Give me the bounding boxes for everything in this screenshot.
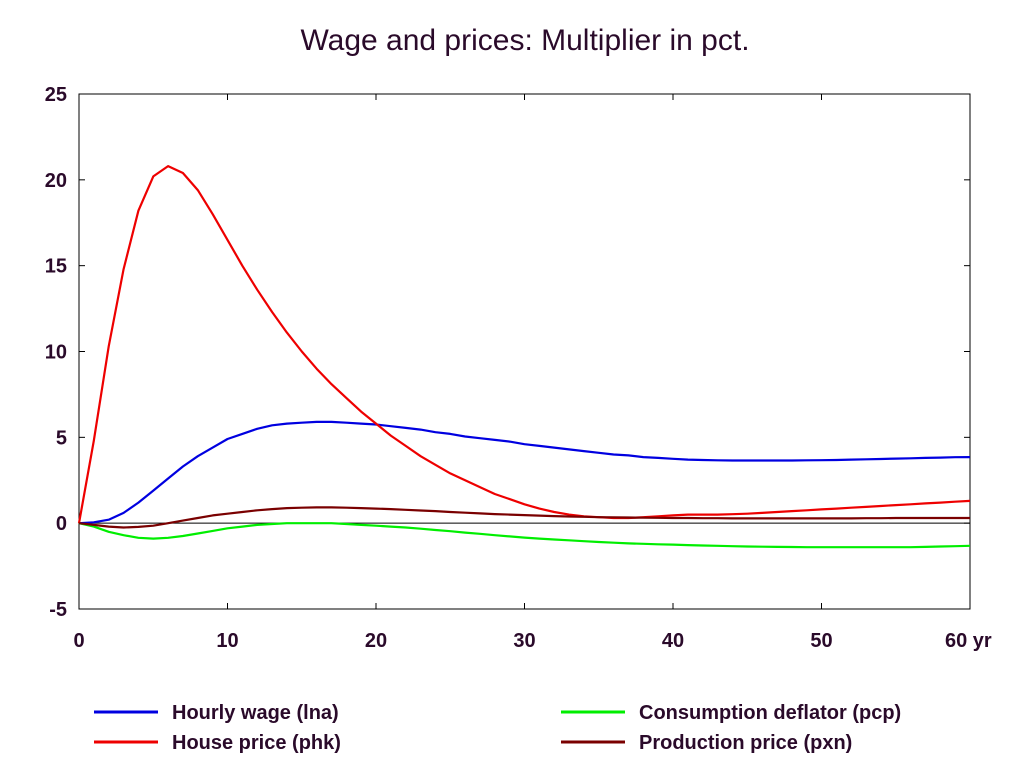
x-tick-label: 40 (662, 630, 684, 652)
y-tick-label: -5 (49, 599, 67, 621)
series-line-3 (78, 506, 970, 529)
y-tick-label: 0 (56, 513, 67, 535)
legend-label: Consumption deflator (pcp) (639, 702, 901, 724)
y-tick-label: 5 (56, 427, 67, 449)
y-tick-label: 15 (45, 256, 67, 278)
x-tick-label: 50 (810, 630, 832, 652)
series-line-0 (78, 420, 971, 525)
x-tick-label: 0 (73, 630, 84, 652)
y-tick-label: 10 (45, 342, 67, 364)
legend-label: Production price (pxn) (639, 732, 852, 754)
axis-ticks: -5 0 5 10 15 20 25 0 10 20 30 40 50 60 yr (45, 84, 992, 652)
y-tick-label: 25 (45, 84, 67, 106)
legend-label: House price (phk) (172, 732, 341, 754)
y-tick-label: 20 (45, 170, 67, 192)
legend-label: Hourly wage (lna) (172, 702, 339, 724)
series-line-2 (78, 522, 971, 549)
series-layer (77, 165, 971, 549)
x-tick-label: 30 (513, 630, 535, 652)
x-tick-label: 20 (365, 630, 387, 652)
x-tick-label: 10 (216, 630, 238, 652)
x-tick-label: 60 yr (945, 630, 992, 652)
legend: Hourly wage (lna) House price (phk) Consum… (94, 702, 901, 754)
chart-title: Wage and prices: Multiplier in pct. (300, 24, 749, 57)
series-line-1 (77, 165, 971, 524)
